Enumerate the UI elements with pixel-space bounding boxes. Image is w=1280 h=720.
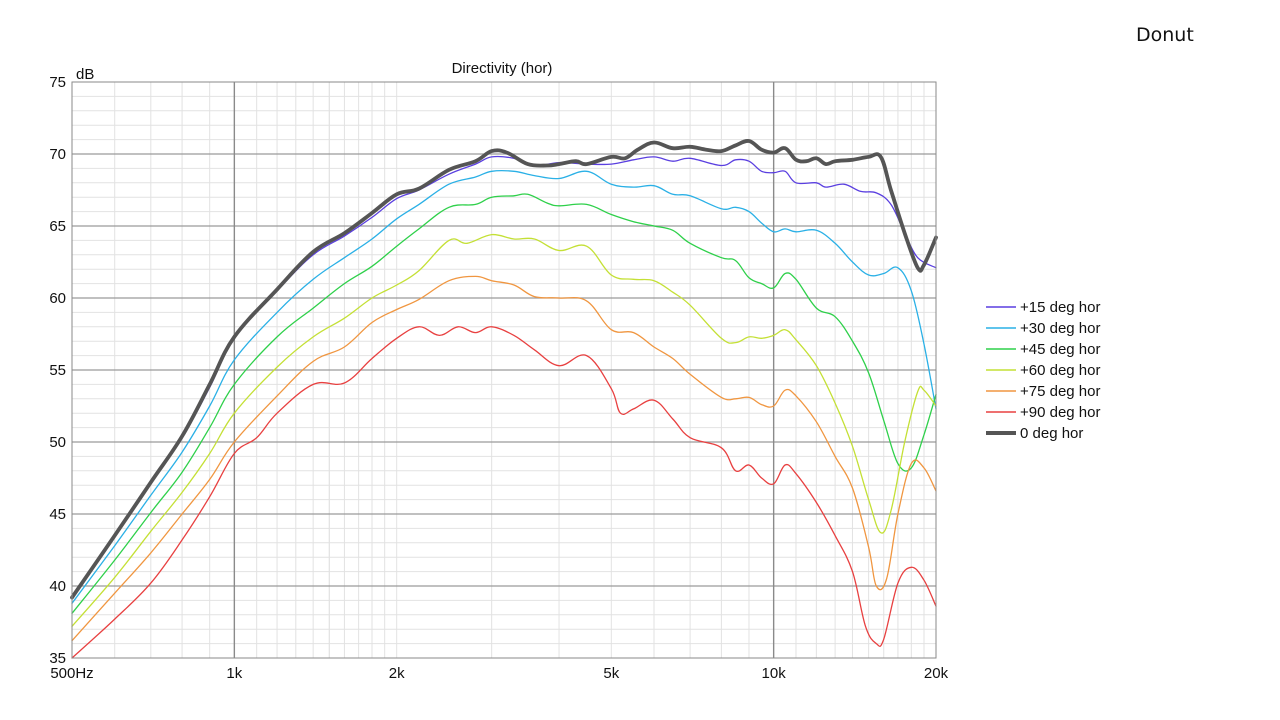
legend-label: +15 deg hor	[1020, 299, 1101, 316]
y-tick-label: 70	[49, 146, 66, 163]
legend-label: 0 deg hor	[1020, 425, 1083, 442]
y-tick-label: 60	[49, 290, 66, 307]
x-tick-label: 1k	[226, 665, 242, 682]
legend-label: +90 deg hor	[1020, 404, 1101, 421]
x-tick-label: 2k	[389, 665, 405, 682]
plot-frame	[71, 81, 937, 659]
chart-title: Directivity (hor)	[452, 60, 553, 77]
y-tick-label: 75	[49, 74, 66, 91]
legend: +15 deg hor +30 deg hor +45 deg hor +60 deg…	[986, 299, 1101, 442]
x-tick-label: 20k	[924, 665, 949, 682]
y-tick-label: 55	[49, 362, 66, 379]
series-line-75-deg-hor	[71, 275, 937, 642]
legend-label: +75 deg hor	[1020, 383, 1101, 400]
series-line-90-deg-hor	[71, 326, 937, 659]
x-tick-label: 10k	[762, 665, 787, 682]
series-lines	[70, 139, 938, 659]
series-line-45-deg-hor	[71, 193, 937, 615]
y-tick-label: 40	[49, 578, 66, 595]
series-line-30-deg-hor	[71, 169, 937, 604]
tick-labels: 500Hz 1k 2k 5k 10k 20k 35 40 45 50 55 60 65 70 75	[49, 74, 948, 682]
legend-label: +45 deg hor	[1020, 341, 1101, 358]
y-tick-label: 35	[49, 650, 66, 667]
series-line-15-deg-hor	[71, 155, 937, 597]
y-tick-label: 45	[49, 506, 66, 523]
x-tick-label: 500Hz	[50, 665, 93, 682]
legend-label: +60 deg hor	[1020, 362, 1101, 379]
x-tick-label: 5k	[603, 665, 619, 682]
legend-label: +30 deg hor	[1020, 320, 1101, 337]
grid	[72, 82, 936, 658]
y-tick-label: 50	[49, 434, 66, 451]
series-line-0-deg-hor	[70, 139, 938, 600]
y-axis-unit: dB	[76, 66, 94, 83]
slide-label: Donut	[1136, 24, 1194, 46]
y-tick-label: 65	[49, 218, 66, 235]
series-line-60-deg-hor	[71, 233, 937, 627]
